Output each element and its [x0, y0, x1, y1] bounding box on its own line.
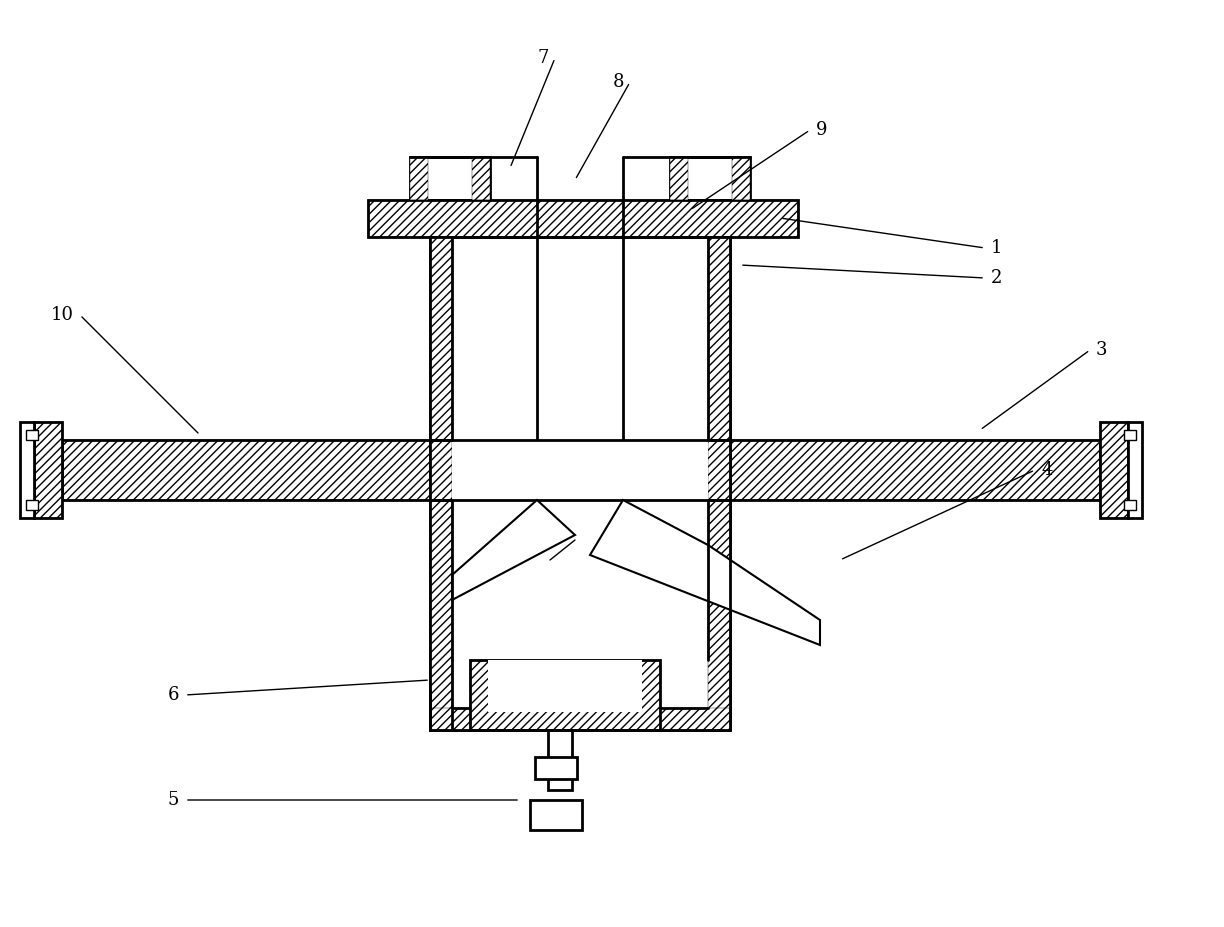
Bar [670, 157, 688, 200]
Bar [62, 440, 430, 500]
Bar [1129, 422, 1142, 518]
Polygon shape [590, 500, 820, 645]
Bar [730, 440, 1100, 500]
Bar [430, 237, 730, 730]
Bar [368, 200, 798, 237]
Bar [1124, 500, 1136, 510]
Text: 7: 7 [537, 49, 550, 67]
Bar [34, 422, 62, 518]
Text: 10: 10 [51, 306, 73, 324]
Bar [472, 157, 490, 200]
Bar [730, 440, 1100, 500]
Bar [452, 440, 707, 500]
Bar [707, 237, 730, 730]
Bar [470, 660, 660, 730]
Bar [452, 237, 707, 708]
Bar [530, 800, 581, 830]
Bar [430, 708, 730, 730]
Bar [34, 422, 62, 518]
Text: 5: 5 [168, 791, 179, 809]
Bar [732, 157, 750, 200]
Text: 8: 8 [612, 73, 624, 91]
Text: 9: 9 [816, 121, 827, 139]
Bar [26, 500, 38, 510]
Bar [20, 422, 34, 518]
Text: 2: 2 [991, 269, 1002, 287]
Bar [488, 660, 643, 712]
Text: 1: 1 [991, 239, 1002, 257]
Bar [535, 757, 577, 779]
Text: 4: 4 [1040, 461, 1053, 479]
Bar [410, 157, 428, 200]
Bar [410, 157, 490, 200]
Bar [1100, 422, 1129, 518]
Bar [368, 200, 798, 237]
Bar [1100, 422, 1129, 518]
Bar [26, 430, 38, 440]
Bar [1124, 430, 1136, 440]
Polygon shape [452, 500, 575, 600]
Text: 6: 6 [168, 686, 179, 704]
Bar [430, 237, 452, 730]
Bar [548, 730, 572, 790]
Bar [670, 157, 750, 200]
Bar [470, 660, 660, 730]
Bar [62, 440, 430, 500]
Text: 3: 3 [1095, 341, 1108, 359]
